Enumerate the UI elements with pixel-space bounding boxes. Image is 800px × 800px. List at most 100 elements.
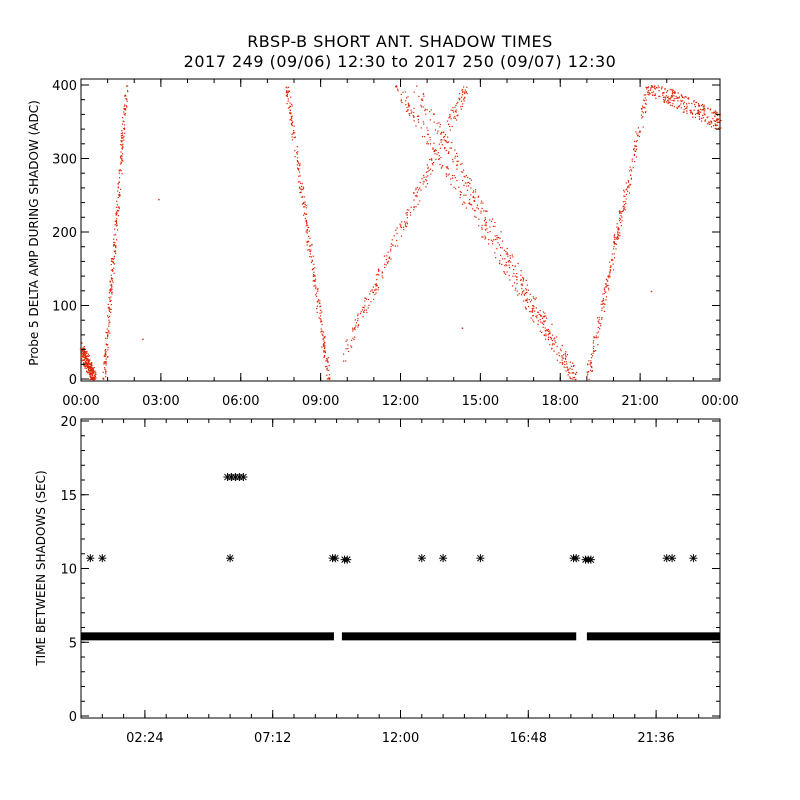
data-point: [702, 117, 704, 119]
data-point: [570, 365, 573, 367]
data-point: [324, 366, 327, 368]
data-point: [83, 350, 85, 352]
data-point: [556, 353, 558, 355]
data-point: [308, 249, 310, 251]
data-point: [314, 284, 316, 286]
data-point: [353, 339, 355, 341]
data-point: [377, 289, 379, 291]
data-point: [324, 337, 326, 339]
data-point: [553, 350, 555, 352]
data-point: [620, 211, 622, 213]
data-point: [634, 150, 637, 152]
data-point: [451, 174, 454, 177]
data-point: [123, 111, 125, 113]
data-point: [396, 232, 398, 235]
data-point: [82, 362, 84, 364]
data-point: [564, 352, 566, 355]
data-point: [548, 336, 550, 338]
data-point: [120, 170, 122, 172]
data-point: [566, 354, 569, 356]
data-point: [633, 140, 636, 142]
data-point: [508, 261, 510, 263]
data-point: [110, 260, 113, 262]
data-point: [561, 359, 563, 361]
data-point: [104, 367, 106, 369]
data-point: [301, 203, 304, 205]
data-point: [648, 94, 650, 96]
data-point: [434, 153, 436, 155]
data-point: [561, 361, 563, 363]
data-point: [351, 339, 353, 341]
data-point: [615, 248, 617, 250]
data-point: [449, 114, 451, 116]
data-point: [322, 338, 324, 340]
data-point: [460, 171, 462, 173]
data-point: [412, 192, 415, 194]
data-point: [92, 376, 94, 378]
data-point: [466, 182, 468, 184]
data-point: [315, 287, 317, 289]
data-point: [683, 103, 685, 105]
data-point: [647, 90, 649, 92]
data-point: [84, 356, 86, 358]
data-point: [642, 105, 644, 107]
data-point: [410, 206, 412, 208]
data-point: [596, 317, 598, 319]
data-point: [288, 106, 291, 108]
data-point: [362, 316, 364, 318]
data-point: [85, 350, 87, 352]
data-point: [703, 108, 705, 110]
data-point: [642, 107, 644, 109]
data-point: [613, 269, 615, 271]
data-point: [94, 378, 96, 380]
data-point: [692, 116, 694, 118]
data-point: [518, 293, 520, 295]
data-point: [122, 160, 124, 162]
data-point: [714, 123, 716, 125]
data-point: [698, 112, 700, 114]
data-point: [597, 326, 599, 328]
data-point: [477, 196, 479, 198]
data-point: [668, 101, 670, 103]
data-point: [667, 99, 669, 101]
data-point: [104, 368, 106, 370]
data-point: [438, 158, 441, 160]
data-point: [365, 309, 367, 311]
data-point: [667, 96, 669, 99]
data-point: [630, 184, 632, 186]
data-point: [668, 554, 677, 563]
data-point: [297, 161, 299, 163]
data-point: [463, 194, 465, 196]
data-point: [357, 313, 359, 315]
data-point: [687, 98, 690, 100]
data-point: [91, 373, 93, 375]
data-point: [291, 133, 293, 135]
data-point: [307, 226, 309, 229]
data-point: [107, 346, 109, 349]
data-point: [375, 285, 377, 287]
data-point: [121, 140, 123, 142]
data-point: [670, 95, 672, 97]
data-point: [464, 91, 466, 93]
data-point: [89, 373, 91, 375]
data-point: [712, 112, 714, 114]
data-point: [680, 107, 682, 109]
data-point: [85, 352, 87, 354]
data-point: [560, 350, 562, 352]
data-point: [661, 88, 663, 90]
data-point: [541, 317, 543, 319]
data-point: [408, 103, 410, 105]
data-point: [119, 177, 121, 179]
data-point: [523, 293, 525, 295]
data-point: [81, 353, 83, 355]
data-point: [355, 325, 357, 327]
data-point: [663, 92, 665, 94]
x-tick-label: 03:00: [142, 394, 179, 409]
data-point: [418, 121, 420, 123]
data-point: [290, 112, 292, 114]
data-point: [714, 110, 716, 112]
data-point: [441, 139, 443, 141]
data-point: [445, 173, 447, 175]
data-point: [521, 288, 523, 290]
data-point: [404, 224, 406, 226]
